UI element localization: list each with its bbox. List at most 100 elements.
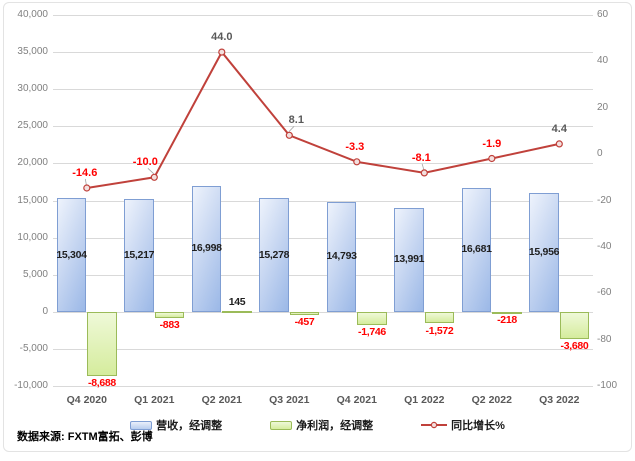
growth-line-marker bbox=[488, 154, 496, 163]
profit-bar-label: -3,680 bbox=[560, 340, 589, 353]
revenue-bar-label: 14,793 bbox=[326, 250, 357, 263]
legend-item: 净利润，经调整 bbox=[270, 417, 373, 433]
revenue-bar-label: 16,998 bbox=[191, 242, 222, 255]
profit-bar-label: -457 bbox=[294, 316, 315, 329]
right-axis-tick: 40 bbox=[597, 55, 609, 67]
profit-bar bbox=[289, 311, 320, 316]
right-axis-tick: -40 bbox=[597, 240, 612, 252]
gridline bbox=[53, 274, 593, 276]
x-axis-label: Q2 2021 bbox=[201, 394, 242, 406]
right-axis-tick: 20 bbox=[597, 101, 609, 113]
right-axis-tick: 0 bbox=[597, 148, 603, 160]
left-axis-tick: 30,000 bbox=[17, 83, 48, 95]
revenue-bar bbox=[124, 198, 154, 312]
x-axis-label: Q4 2020 bbox=[66, 394, 107, 406]
revenue-bar bbox=[259, 198, 289, 312]
legend-item-label: 净利润，经调整 bbox=[296, 420, 374, 432]
left-axis-tick: 10,000 bbox=[17, 231, 48, 243]
revenue-bar bbox=[56, 198, 87, 312]
growth-label: 8.1 bbox=[288, 114, 304, 127]
source-note: 数据来源: FXTM富拓、彭博 bbox=[17, 431, 153, 443]
right-axis-tick: -80 bbox=[597, 333, 612, 345]
legend-item-label: 营收，经调整 bbox=[156, 420, 223, 432]
growth-line bbox=[86, 50, 560, 189]
profit-bar bbox=[87, 311, 117, 377]
legend: 营收，经调整 净利润，经调整 同比增长% bbox=[0, 416, 635, 434]
growth-line-marker bbox=[555, 140, 563, 148]
left-axis-tick: 15,000 bbox=[17, 194, 48, 206]
profit-bar bbox=[154, 311, 185, 319]
gridline bbox=[53, 52, 593, 54]
revenue-bar-label: 13,991 bbox=[393, 253, 425, 266]
x-axis-label: Q4 2021 bbox=[336, 394, 377, 406]
gridline bbox=[53, 311, 593, 313]
left-axis-tick: -5,000 bbox=[19, 342, 48, 354]
profit-bar-label: -1,572 bbox=[425, 324, 454, 337]
gridline bbox=[53, 163, 593, 165]
growth-line-marker bbox=[285, 131, 293, 139]
revenue-bar-label: 15,217 bbox=[123, 248, 155, 261]
label-leader-line bbox=[421, 163, 425, 170]
gridline bbox=[53, 15, 593, 16]
profit-bar bbox=[559, 311, 590, 340]
profit-bar bbox=[492, 311, 522, 314]
left-axis-tick: 25,000 bbox=[17, 120, 48, 132]
profit-bar-label: -8,688 bbox=[88, 377, 116, 390]
right-axis-tick: -20 bbox=[597, 194, 612, 206]
profit-bar-label: -1,746 bbox=[358, 325, 386, 338]
x-axis-label: Q2 2022 bbox=[471, 394, 512, 406]
growth-label: 4.4 bbox=[551, 122, 567, 135]
x-axis-label: Q3 2022 bbox=[539, 394, 580, 406]
right-axis-tick: 60 bbox=[597, 9, 609, 20]
revenue-bar bbox=[394, 208, 424, 312]
revenue-bar bbox=[326, 202, 357, 312]
profit-bar-label: -218 bbox=[497, 314, 517, 327]
left-axis-tick: 40,000 bbox=[17, 9, 48, 20]
growth-label: -14.6 bbox=[72, 167, 98, 179]
gridline bbox=[53, 386, 593, 387]
legend-item: 营收，经调整 bbox=[130, 417, 222, 433]
legend-revenue-swatch-icon bbox=[130, 420, 153, 430]
x-axis-label: Q1 2021 bbox=[134, 394, 175, 406]
legend-item: 同比增长% bbox=[421, 417, 505, 433]
left-axis-tick: -10,000 bbox=[14, 380, 48, 391]
right-axis-tick: -60 bbox=[597, 287, 612, 299]
growth-line-marker bbox=[218, 48, 226, 56]
left-axis-tick: 20,000 bbox=[17, 157, 48, 169]
growth-label: -1.9 bbox=[482, 137, 502, 150]
revenue-bar-label: 15,304 bbox=[56, 248, 87, 261]
revenue-bar-label: 15,956 bbox=[528, 246, 560, 259]
profit-bar-label: 145 bbox=[228, 295, 246, 308]
revenue-bar bbox=[529, 193, 559, 312]
growth-label: -10.0 bbox=[132, 156, 158, 169]
profit-bar bbox=[357, 311, 387, 325]
growth-label: -3.3 bbox=[345, 140, 365, 153]
profit-bar bbox=[222, 310, 252, 313]
legend-item-label: 同比增长% bbox=[451, 420, 505, 432]
revenue-bar bbox=[461, 188, 492, 312]
gridline bbox=[53, 126, 593, 128]
revenue-bar-label: 16,681 bbox=[461, 243, 492, 256]
gridline bbox=[53, 237, 593, 239]
growth-label: 44.0 bbox=[211, 31, 233, 44]
left-axis-tick: 5,000 bbox=[22, 268, 48, 280]
revenue-bar bbox=[191, 185, 222, 312]
legend-profit-swatch-icon bbox=[270, 420, 293, 430]
growth-line-marker bbox=[150, 173, 158, 181]
label-leader-line bbox=[147, 168, 155, 175]
growth-line-marker bbox=[420, 169, 428, 177]
profit-bar-label: -883 bbox=[159, 319, 180, 332]
gridline bbox=[53, 200, 593, 202]
label-leader-line bbox=[288, 126, 295, 133]
growth-label: -8.1 bbox=[411, 151, 431, 164]
x-axis-label: Q3 2021 bbox=[269, 394, 310, 406]
left-axis-tick: 0 bbox=[42, 305, 48, 317]
right-axis-tick: -100 bbox=[597, 380, 618, 391]
growth-line-marker bbox=[353, 158, 361, 166]
gridline bbox=[53, 348, 593, 350]
legend-line-marker-icon bbox=[421, 421, 448, 429]
left-axis-tick: 35,000 bbox=[17, 46, 48, 58]
gridline bbox=[53, 89, 593, 91]
